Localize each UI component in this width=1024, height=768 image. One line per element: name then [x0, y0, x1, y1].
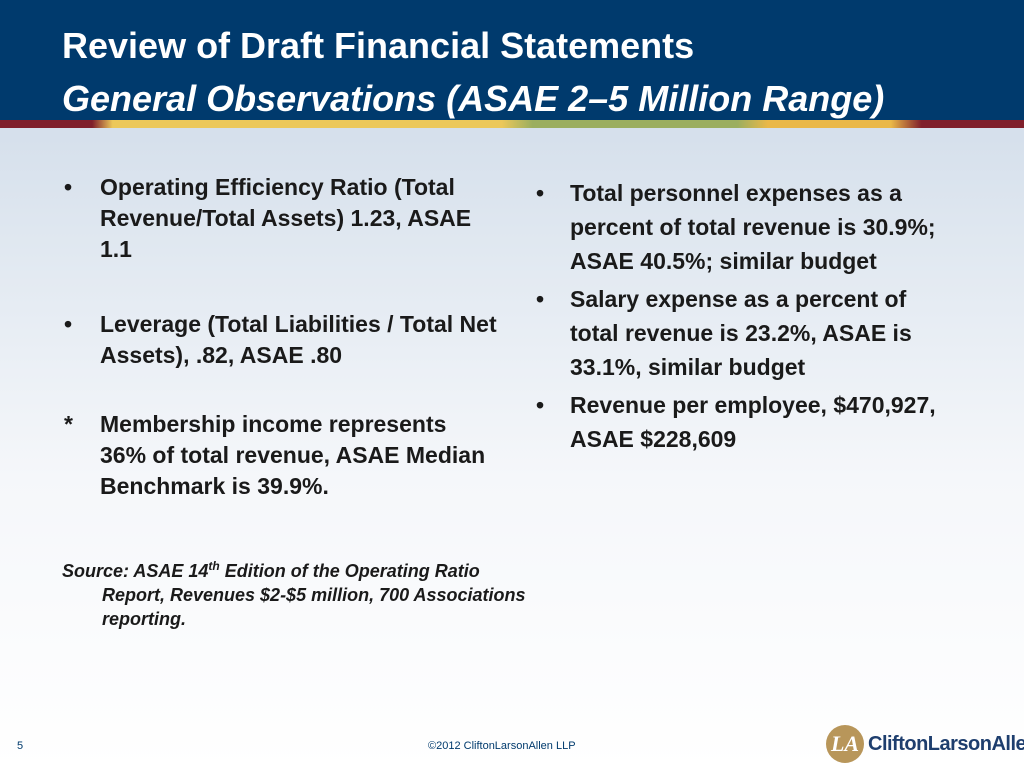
source-note: Source: ASAE 14th Edition of the Operati…: [62, 554, 542, 631]
source-superscript: th: [208, 559, 220, 573]
asterisk-marker: *: [64, 411, 73, 437]
copyright-notice: ©2012 CliftonLarsonAllen LLP: [428, 740, 576, 752]
slide-subtitle: General Observations (ASAE 2–5 Million R…: [62, 78, 885, 119]
list-item: • Total personnel expenses as a percent …: [530, 176, 950, 278]
bullet-text: Operating Efficiency Ratio (Total Revenu…: [100, 174, 472, 262]
list-item: * Membership income represents 36% of to…: [58, 409, 498, 502]
bullet-text: Membership income represents 36% of tota…: [100, 411, 486, 499]
bullet-text: Leverage (Total Liabilities / Total Net …: [100, 311, 497, 368]
bullet-text: Salary expense as a percent of total rev…: [570, 286, 912, 380]
bullet-text: Revenue per employee, $470,927, ASAE $22…: [570, 392, 936, 452]
list-item: • Operating Efficiency Ratio (Total Reve…: [58, 172, 498, 265]
bullet-marker: •: [536, 286, 545, 312]
slide-title: Review of Draft Financial Statements: [62, 25, 695, 66]
source-prefix: Source: ASAE 14: [62, 561, 209, 581]
bullet-marker: •: [64, 174, 73, 200]
source-suffix: Edition of the Operating Ratio Report, R…: [102, 561, 526, 629]
logo-wordmark: CliftonLarsonAllen: [868, 732, 1024, 755]
company-logo: LA CliftonLarsonAllen: [826, 722, 1024, 766]
logo-mark-letters: LA: [830, 731, 860, 756]
list-item: • Leverage (Total Liabilities / Total Ne…: [58, 309, 498, 371]
logo-mark-icon: LA: [826, 725, 864, 763]
bullet-marker: •: [536, 180, 545, 206]
slide-number: 5: [17, 740, 24, 752]
header-color-stripe: [0, 120, 1024, 128]
list-item: • Revenue per employee, $470,927, ASAE $…: [530, 388, 950, 456]
bullet-text: Total personnel expenses as a percent of…: [570, 180, 936, 274]
left-bullet-list: • Operating Efficiency Ratio (Total Reve…: [58, 172, 498, 502]
slide-header: Review of Draft Financial Statements Gen…: [0, 0, 1024, 122]
list-item: • Salary expense as a percent of total r…: [530, 282, 950, 384]
right-bullet-list: • Total personnel expenses as a percent …: [530, 176, 950, 460]
bullet-marker: •: [536, 392, 545, 418]
bullet-marker: •: [64, 311, 73, 337]
